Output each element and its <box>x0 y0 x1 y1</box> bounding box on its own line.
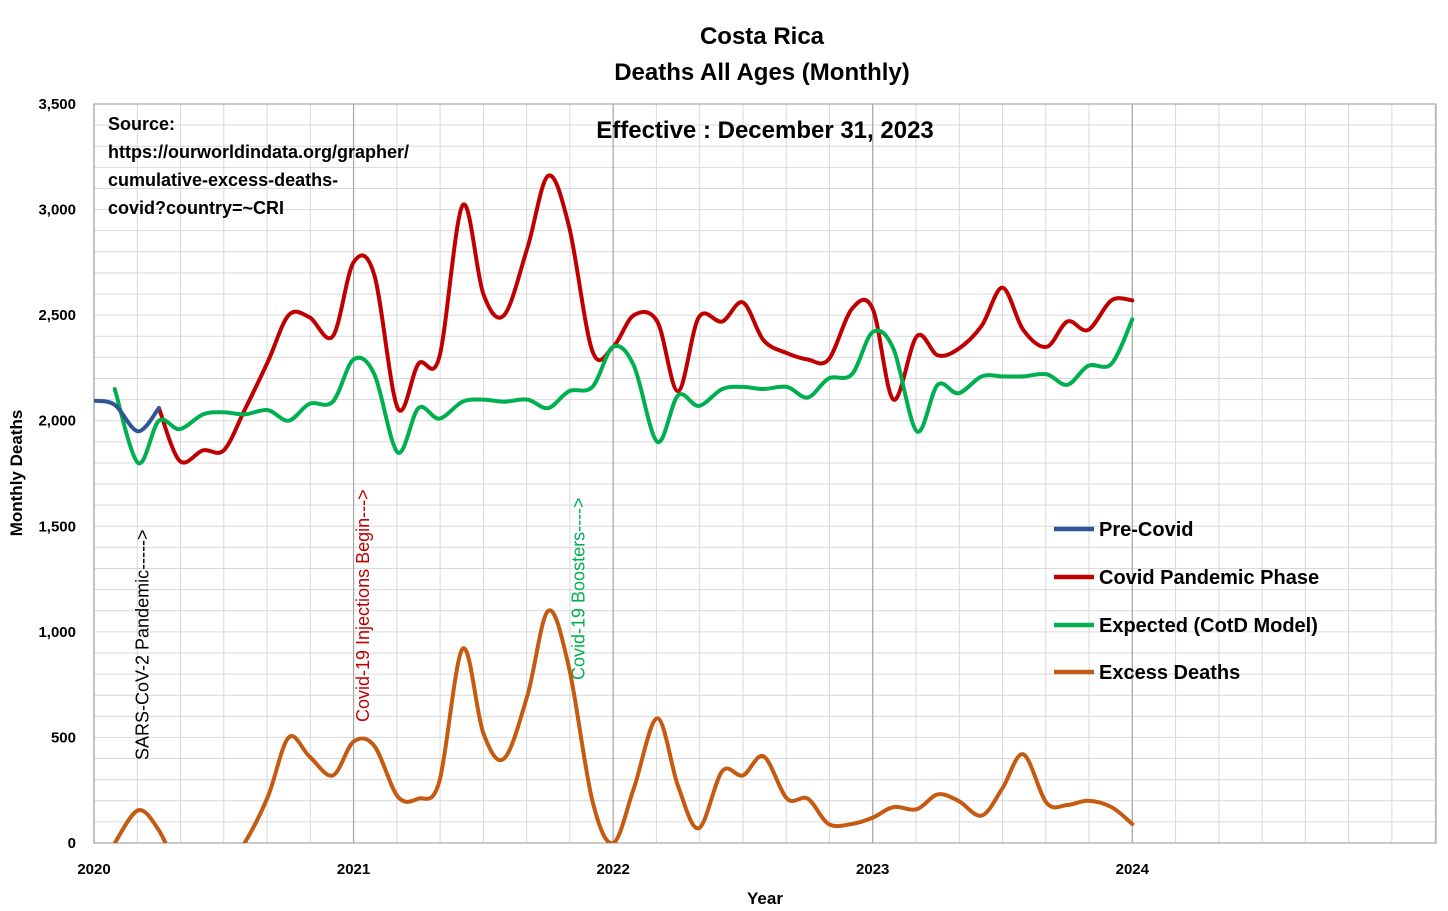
y-tick-label: 500 <box>51 729 76 746</box>
vertical-annotations: SARS-CoV-2 Pandemic-----> Covid-19 Inject… <box>133 489 589 760</box>
series-line-expected-cotd-model <box>112 317 1135 465</box>
vertical-annotation: SARS-CoV-2 Pandemic-----> <box>133 529 153 760</box>
y-tick-label: 0 <box>68 835 76 852</box>
series-lines <box>94 173 1135 843</box>
legend-label: Pre-Covid <box>1099 519 1193 541</box>
plot-frame <box>93 103 1437 844</box>
y-tick-label: 2,000 <box>38 413 76 430</box>
x-tick-labels: 2020 2021 2022 2023 2024 <box>77 861 1149 878</box>
y-tick-label: 3,500 <box>38 96 76 113</box>
grid <box>93 103 1436 844</box>
y-tick-label: 1,000 <box>38 624 76 641</box>
source-line-2: https://ourworldindata.org/grapher/ <box>108 142 409 162</box>
y-tick-label: 1,500 <box>38 518 76 535</box>
source-note: Source: https://ourworldindata.org/graph… <box>108 114 409 218</box>
legend-label: Expected (CotD Model) <box>1099 615 1318 637</box>
x-tick-label: 2022 <box>596 861 629 878</box>
x-tick-label: 2023 <box>856 861 889 878</box>
legend: Pre-Covid Covid Pandemic Phase Expected (C… <box>1054 519 1319 684</box>
vertical-annotation: Covid-19 Injections Begin---> <box>353 489 373 722</box>
chart-title: Costa Rica <box>700 23 825 50</box>
legend-label: Covid Pandemic Phase <box>1099 567 1319 589</box>
series-line-pre-covid <box>94 398 161 434</box>
source-line-4: covid?country=~CRI <box>108 198 284 218</box>
series-line-covid-pandemic-phase <box>156 173 1135 465</box>
x-tick-label: 2020 <box>77 861 110 878</box>
series-line-excess-deaths <box>112 608 1135 843</box>
source-line-1: Source: <box>108 114 175 134</box>
y-tick-label: 2,500 <box>38 307 76 324</box>
x-tick-label: 2024 <box>1116 861 1150 878</box>
x-tick-label: 2021 <box>337 861 370 878</box>
y-axis-label: Monthly Deaths <box>7 410 26 537</box>
chart-subtitle: Deaths All Ages (Monthly) <box>614 59 910 86</box>
legend-label: Excess Deaths <box>1099 662 1240 684</box>
source-line-3: cumulative-excess-deaths- <box>108 170 338 190</box>
y-tick-labels: 0 500 1,000 1,500 2,000 2,500 3,000 3,500 <box>38 96 76 852</box>
vertical-annotation: Covid-19 Boosters----> <box>569 497 589 680</box>
y-tick-label: 3,000 <box>38 202 76 219</box>
effective-date-annotation: Effective : December 31, 2023 <box>596 117 934 144</box>
plot-area-border <box>93 103 1437 844</box>
x-axis-label: Year <box>747 889 783 908</box>
